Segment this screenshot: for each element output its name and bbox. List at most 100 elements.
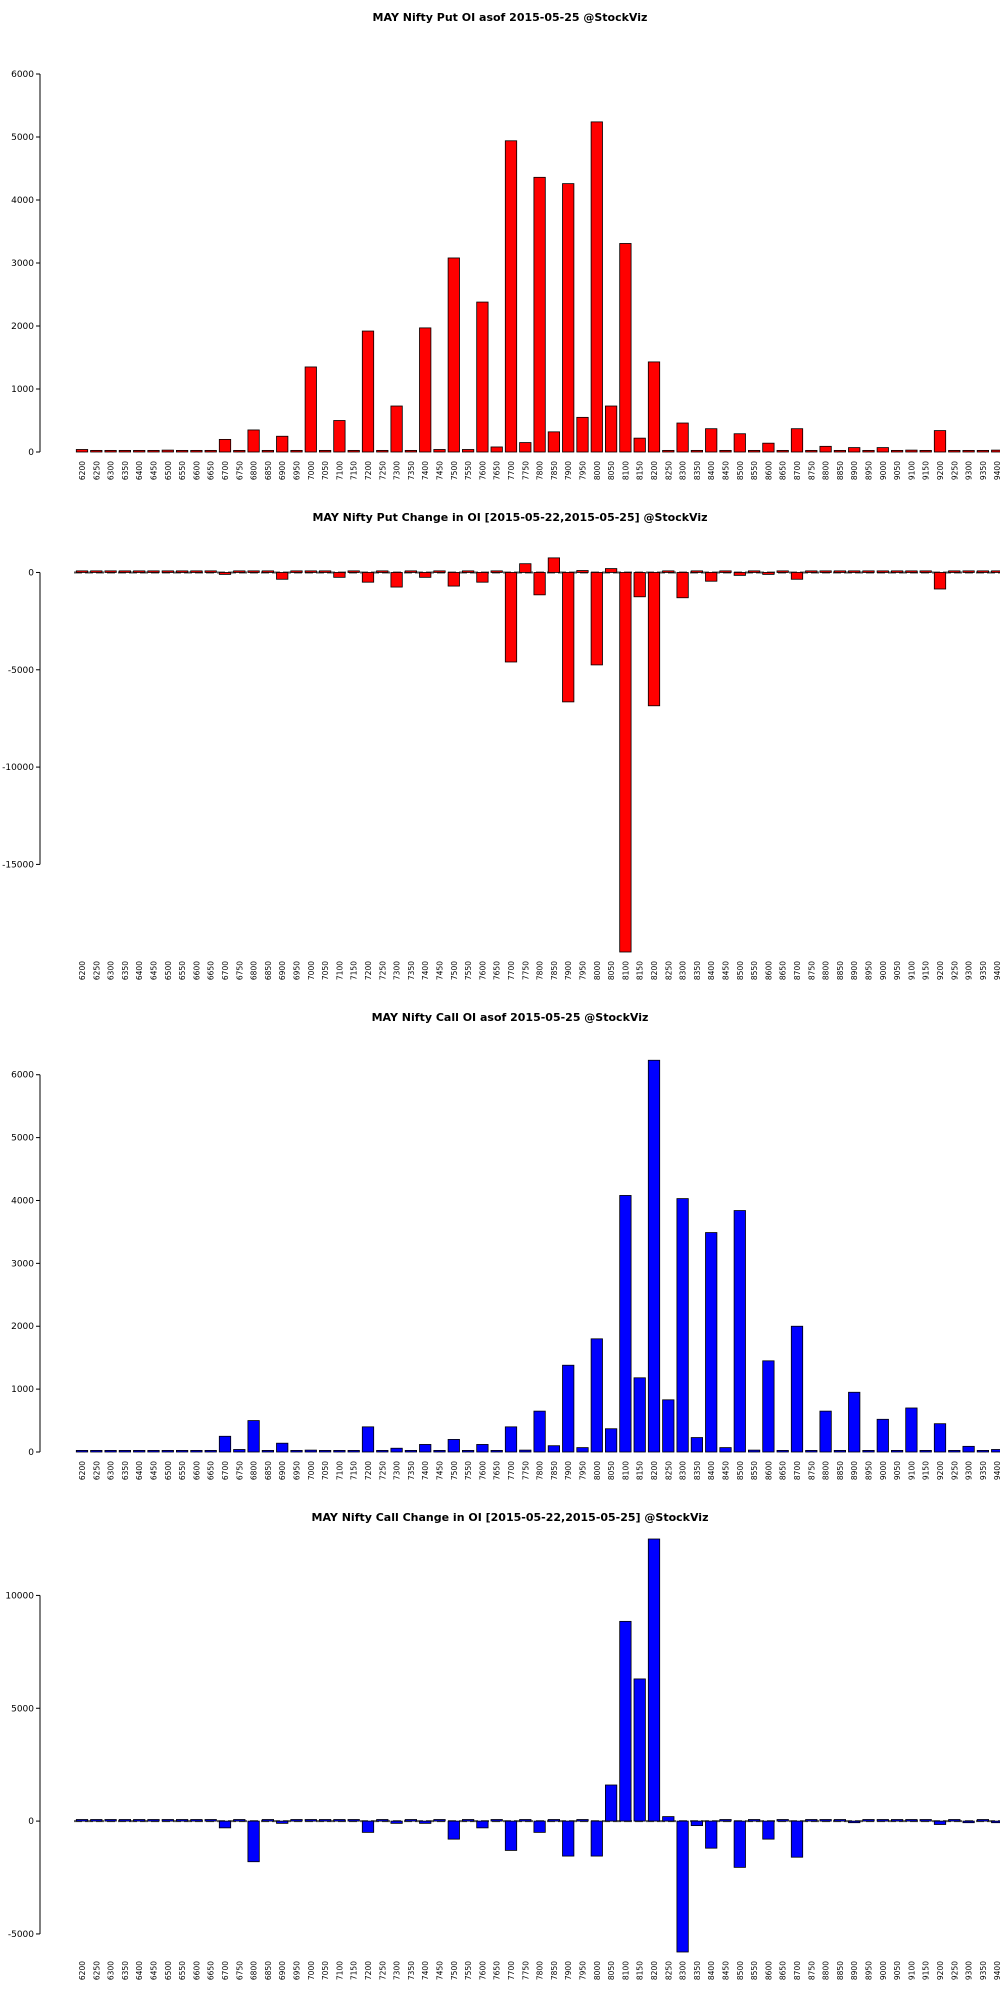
x-tick-label: 8450	[722, 961, 731, 980]
x-tick-label: 9350	[979, 461, 988, 480]
y-tick-label: 5000	[11, 1704, 34, 1714]
x-tick-label: 6500	[164, 1461, 173, 1480]
bar-7500	[447, 1439, 460, 1453]
bar-8100	[619, 572, 632, 953]
x-tick-label: 7700	[507, 1461, 516, 1480]
x-tick-label: 7850	[550, 1961, 559, 1980]
bar-9100	[905, 1407, 918, 1453]
bar-9250	[948, 1450, 961, 1453]
bar-7800	[533, 572, 546, 596]
x-tick-label: 7050	[321, 1961, 330, 1980]
x-tick-label: 8650	[779, 961, 788, 980]
bar-7900	[562, 572, 575, 703]
x-tick-label: 7350	[407, 1961, 416, 1980]
x-tick-label: 6850	[264, 461, 273, 480]
bar-8100	[619, 1195, 632, 1453]
y-tick-label: 4000	[11, 1196, 34, 1206]
bar-8550	[748, 570, 761, 573]
bar-9400	[991, 570, 1000, 573]
bar-6500	[161, 1450, 174, 1453]
x-tick-label: 9050	[893, 1461, 902, 1480]
y-tick-label: 4000	[11, 196, 34, 206]
x-tick-label: 9100	[907, 1961, 916, 1980]
bar-6400	[133, 449, 146, 453]
bar-9000	[876, 447, 889, 453]
x-tick-label: 6300	[107, 1461, 116, 1480]
bar-6900	[276, 435, 289, 453]
x-tick-label: 8250	[664, 961, 673, 980]
x-tick-label: 7100	[335, 961, 344, 980]
bar-8650	[776, 1819, 789, 1822]
x-tick-label: 9150	[922, 1461, 931, 1480]
x-tick-label: 8000	[593, 1961, 602, 1980]
x-tick-label: 7600	[478, 461, 487, 480]
bar-9350	[976, 570, 990, 573]
bar-7350	[404, 449, 418, 453]
bar-7550	[461, 570, 475, 573]
bar-8850	[833, 449, 847, 453]
bar-8400	[705, 428, 718, 453]
x-tick-label: 6600	[192, 1461, 201, 1480]
x-tick-label: 7700	[507, 961, 516, 980]
x-tick-label: 8150	[636, 1961, 645, 1980]
bar-9350	[976, 449, 990, 453]
x-tick-label: 7200	[364, 1961, 373, 1980]
bar-7400	[419, 327, 432, 453]
bar-7250	[376, 1450, 389, 1453]
bar-7950	[576, 1447, 589, 1453]
bars	[75, 1538, 1000, 1953]
x-tick-label: 8250	[664, 461, 673, 480]
bar-8050	[605, 1428, 618, 1453]
bar-6300	[104, 570, 117, 573]
bar-8100	[619, 243, 632, 453]
x-tick-label: 8000	[593, 461, 602, 480]
x-tick-label: 6900	[278, 1961, 287, 1980]
x-tick-label: 7250	[378, 1961, 387, 1980]
bar-8700	[790, 1820, 804, 1858]
x-tick-label: 7050	[321, 1461, 330, 1480]
bar-9300	[962, 1820, 975, 1824]
x-tick-label: 6200	[78, 1961, 87, 1980]
x-tick-label: 6650	[207, 461, 216, 480]
bar-6650	[204, 449, 217, 453]
bar-9300	[962, 449, 975, 453]
x-tick-label: 7000	[307, 461, 316, 480]
x-tick-label: 9300	[965, 1461, 974, 1480]
y-tick-label: -15000	[2, 860, 34, 870]
x-tick-label: 7200	[364, 461, 373, 480]
bar-6300	[104, 449, 117, 453]
x-tick-label: 9350	[979, 1961, 988, 1980]
x-tick-label: 9250	[950, 1461, 959, 1480]
bar-9250	[948, 1819, 961, 1822]
bar-6900	[276, 1442, 289, 1453]
x-tick-label: 6600	[192, 961, 201, 980]
bar-9200	[933, 430, 947, 453]
bar-7450	[433, 449, 446, 453]
bar-8100	[619, 1620, 632, 1822]
bar-9000	[876, 570, 889, 573]
bar-8500	[733, 1820, 746, 1868]
x-tick-label: 8850	[836, 961, 845, 980]
bar-6650	[204, 570, 217, 573]
bar-7400	[419, 1820, 432, 1824]
bar-6400	[133, 1450, 146, 1453]
bar-8500	[733, 572, 746, 576]
bar-6300	[104, 1450, 117, 1453]
x-tick-label: 6750	[235, 1961, 244, 1980]
x-tick-label: 7500	[450, 1961, 459, 1980]
x-tick-label: 7500	[450, 961, 459, 980]
x-tick-labels: 6200 6250 6300 6350 6400 6450 6500 6550 6600 6650…	[78, 1461, 1000, 1480]
x-tick-label: 7950	[579, 961, 588, 980]
x-tick-label: 8000	[593, 1461, 602, 1480]
bar-6900	[276, 572, 289, 580]
x-tick-label: 9200	[936, 1461, 945, 1480]
bar-7350	[404, 1450, 418, 1453]
x-tick-label: 9000	[879, 961, 888, 980]
bar-6550	[175, 570, 189, 573]
x-tick-label: 7200	[364, 961, 373, 980]
x-tick-label: 9200	[936, 961, 945, 980]
x-tick-label: 8700	[793, 1461, 802, 1480]
bar-7050	[318, 449, 332, 453]
x-tick-label: 6900	[278, 961, 287, 980]
x-tick-label: 8500	[736, 1461, 745, 1480]
